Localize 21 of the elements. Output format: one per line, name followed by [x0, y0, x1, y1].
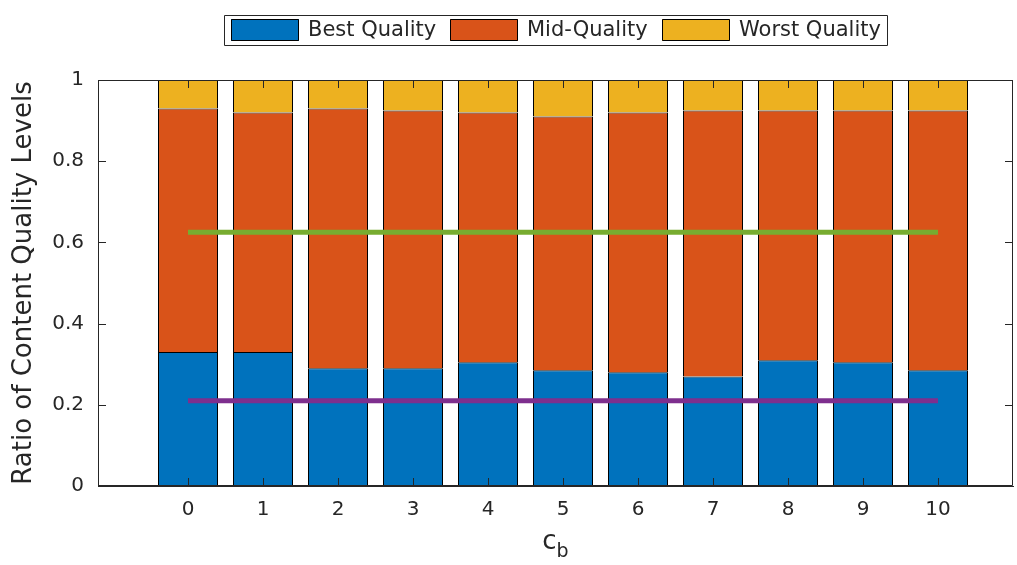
legend-label: Best Quality — [308, 17, 437, 42]
legend-label: Mid-Quality — [527, 17, 648, 42]
y-tick-label: 0.8 — [52, 147, 84, 172]
x-tick-label: 9 — [856, 496, 870, 521]
x-tick-label: 1 — [256, 496, 270, 521]
legend-label: Worst Quality — [739, 17, 881, 42]
y-tick-label: 0.2 — [52, 391, 84, 415]
x-tick-label: 10 — [925, 496, 951, 521]
y-tick-label: 0.4 — [52, 309, 84, 334]
y-axis-title: Ratio of Content Quality Levels — [7, 81, 38, 485]
x-tick-label: 7 — [706, 496, 720, 521]
x-tick-label: 0 — [181, 496, 195, 521]
y-tick-label: 0.6 — [52, 228, 84, 253]
y-tick-label: 1 — [71, 66, 84, 91]
y-tick-label: 0 — [71, 472, 84, 497]
x-tick-label: 6 — [631, 496, 645, 521]
x-tick-label: 8 — [781, 496, 795, 521]
x-tick-label: 3 — [406, 496, 420, 521]
x-tick-label: 2 — [331, 496, 345, 521]
x-tick-label: 4 — [481, 496, 495, 521]
x-tick-label: 5 — [556, 496, 570, 521]
